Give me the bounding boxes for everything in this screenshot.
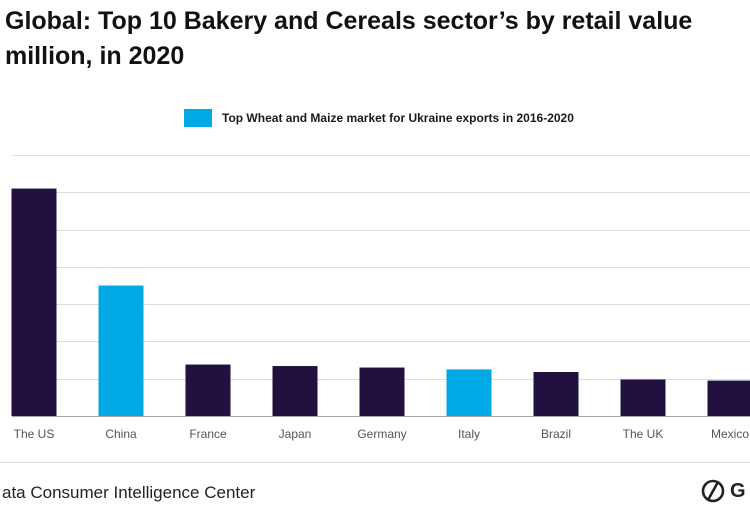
x-tick-label: China bbox=[105, 427, 137, 441]
x-tick-label: Brazil bbox=[541, 427, 571, 441]
bar bbox=[620, 379, 666, 416]
legend-swatch bbox=[184, 109, 212, 127]
bar bbox=[98, 285, 144, 416]
bar bbox=[185, 364, 231, 416]
x-tick-label: Mexico bbox=[711, 427, 749, 441]
bar bbox=[359, 367, 405, 416]
legend-label: Top Wheat and Maize market for Ukraine e… bbox=[222, 111, 574, 125]
source-text: ata Consumer Intelligence Center bbox=[2, 483, 256, 502]
x-tick-label: Italy bbox=[458, 427, 480, 441]
x-tick-label: France bbox=[189, 427, 227, 441]
x-tick-label: Japan bbox=[279, 427, 312, 441]
bar-chart: The US China France Japan Germany Italy Brazil… bbox=[11, 155, 750, 441]
bar bbox=[11, 188, 57, 416]
bar bbox=[272, 366, 318, 416]
legend: Top Wheat and Maize market for Ukraine e… bbox=[184, 109, 574, 127]
chart-title: Global: Top 10 Bakery and Cereals sector… bbox=[5, 7, 693, 70]
footer-divider bbox=[0, 462, 750, 463]
x-tick-label: The UK bbox=[623, 427, 664, 441]
brand-logo: G bbox=[700, 478, 746, 504]
globaldata-logo-icon bbox=[701, 479, 725, 503]
x-tick-label: Germany bbox=[357, 427, 406, 441]
bar bbox=[707, 380, 750, 416]
x-tick-label: The US bbox=[14, 427, 55, 441]
logo-letter: G bbox=[730, 479, 746, 502]
bar bbox=[446, 369, 492, 416]
bar bbox=[533, 372, 579, 416]
